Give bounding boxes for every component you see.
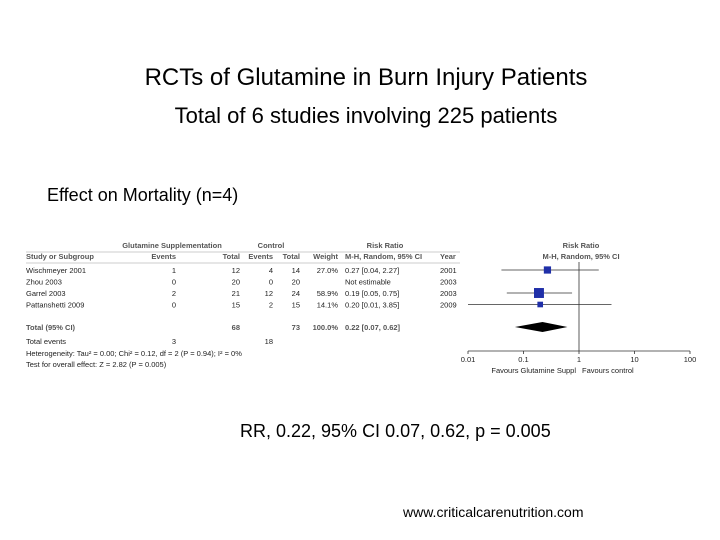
- e1-text: 0: [172, 301, 176, 310]
- study-text: Zhou 2003: [26, 278, 62, 287]
- forest-plot: Glutamine Supplementation Control Risk Rat…: [26, 241, 696, 375]
- n1-text: 68: [232, 323, 240, 332]
- result: RR, 0.22, 95% CI 0.07, 0.62, p = 0.005: [240, 421, 551, 441]
- effect-square: [543, 266, 552, 274]
- n2-text: 15: [292, 301, 300, 310]
- year-text: 2009: [440, 301, 457, 310]
- e2-text: 12: [265, 289, 273, 298]
- source: www.criticalcarenutrition.com: [402, 504, 584, 520]
- n1-text: Total: [223, 252, 240, 261]
- e1-text: 0: [172, 278, 176, 287]
- n1-text: 20: [232, 278, 240, 287]
- year-text: Year: [440, 252, 456, 261]
- weight-text: 27.0%: [317, 266, 339, 275]
- ci-text: 0.20 [0.01, 3.85]: [345, 301, 399, 310]
- n2-text: 14: [292, 266, 300, 275]
- n2-text: 73: [292, 323, 300, 332]
- tick-label: 1: [577, 355, 581, 364]
- tick-label: 100: [684, 355, 697, 364]
- n1-text: 15: [232, 301, 240, 310]
- heterogeneity: Heterogeneity: Tau² = 0.00; Chi² = 0.12,…: [26, 349, 242, 358]
- effect-square: [537, 301, 544, 308]
- ci-text: M-H, Random, 95% CI: [345, 252, 422, 261]
- ci-text: 0.22 [0.07, 0.62]: [345, 323, 401, 332]
- ci-text: 0.19 [0.05, 0.75]: [345, 289, 399, 298]
- weight-text: 14.1%: [317, 301, 339, 310]
- subtitle: Total of 6 studies involving 225 patient…: [175, 103, 558, 128]
- e1-text: 1: [172, 266, 176, 275]
- n2-text: Total: [283, 252, 300, 261]
- study-text: Total (95% CI): [26, 323, 76, 332]
- group-header: Control: [258, 241, 285, 250]
- weight-text: 100.0%: [313, 323, 339, 332]
- year-text: 2003: [440, 289, 457, 298]
- study-text: Pattanshetti 2009: [26, 301, 84, 310]
- e1-text: 2: [172, 289, 176, 298]
- study-text: Garrel 2003: [26, 289, 66, 298]
- n1-text: 21: [232, 289, 240, 298]
- overall-effect: Test for overall effect: Z = 2.82 (P = 0…: [26, 360, 167, 369]
- e2-text: 18: [265, 337, 273, 346]
- n1-text: 12: [232, 266, 240, 275]
- tick-label: 0.01: [461, 355, 476, 364]
- group-header: Glutamine Supplementation: [122, 241, 222, 250]
- tick-label: 10: [630, 355, 638, 364]
- favours-left: Favours Glutamine Suppl: [491, 366, 576, 375]
- favours-right: Favours control: [582, 366, 634, 375]
- year-text: 2003: [440, 278, 457, 287]
- e1-text: 3: [172, 337, 176, 346]
- title: RCTs of Glutamine in Burn Injury Patient…: [145, 64, 588, 91]
- group-header: Risk Ratio: [367, 241, 404, 250]
- ci-text: 0.27 [0.04, 2.27]: [345, 266, 399, 275]
- e2-text: 4: [269, 266, 273, 275]
- study-text: Total events: [26, 337, 66, 346]
- study-text: Study or Subgroup: [26, 252, 94, 261]
- e2-text: 0: [269, 278, 273, 287]
- study-text: Wischmeyer 2001: [26, 266, 86, 275]
- ci-text: Not estimable: [345, 278, 391, 287]
- effect-square: [533, 288, 544, 298]
- year-text: 2001: [440, 266, 457, 275]
- tick-label: 0.1: [518, 355, 528, 364]
- weight-text: 58.9%: [317, 289, 339, 298]
- e1-text: Events: [151, 252, 176, 261]
- heading: Effect on Mortality (n=4): [47, 185, 238, 205]
- summary-diamond: [514, 322, 568, 332]
- plot-header: M-H, Random, 95% CI: [542, 252, 619, 261]
- n2-text: 20: [292, 278, 300, 287]
- group-header: Risk Ratio: [563, 241, 600, 250]
- weight-text: Weight: [313, 252, 338, 261]
- e2-text: 2: [269, 301, 273, 310]
- n2-text: 24: [292, 289, 300, 298]
- e2-text: Events: [248, 252, 273, 261]
